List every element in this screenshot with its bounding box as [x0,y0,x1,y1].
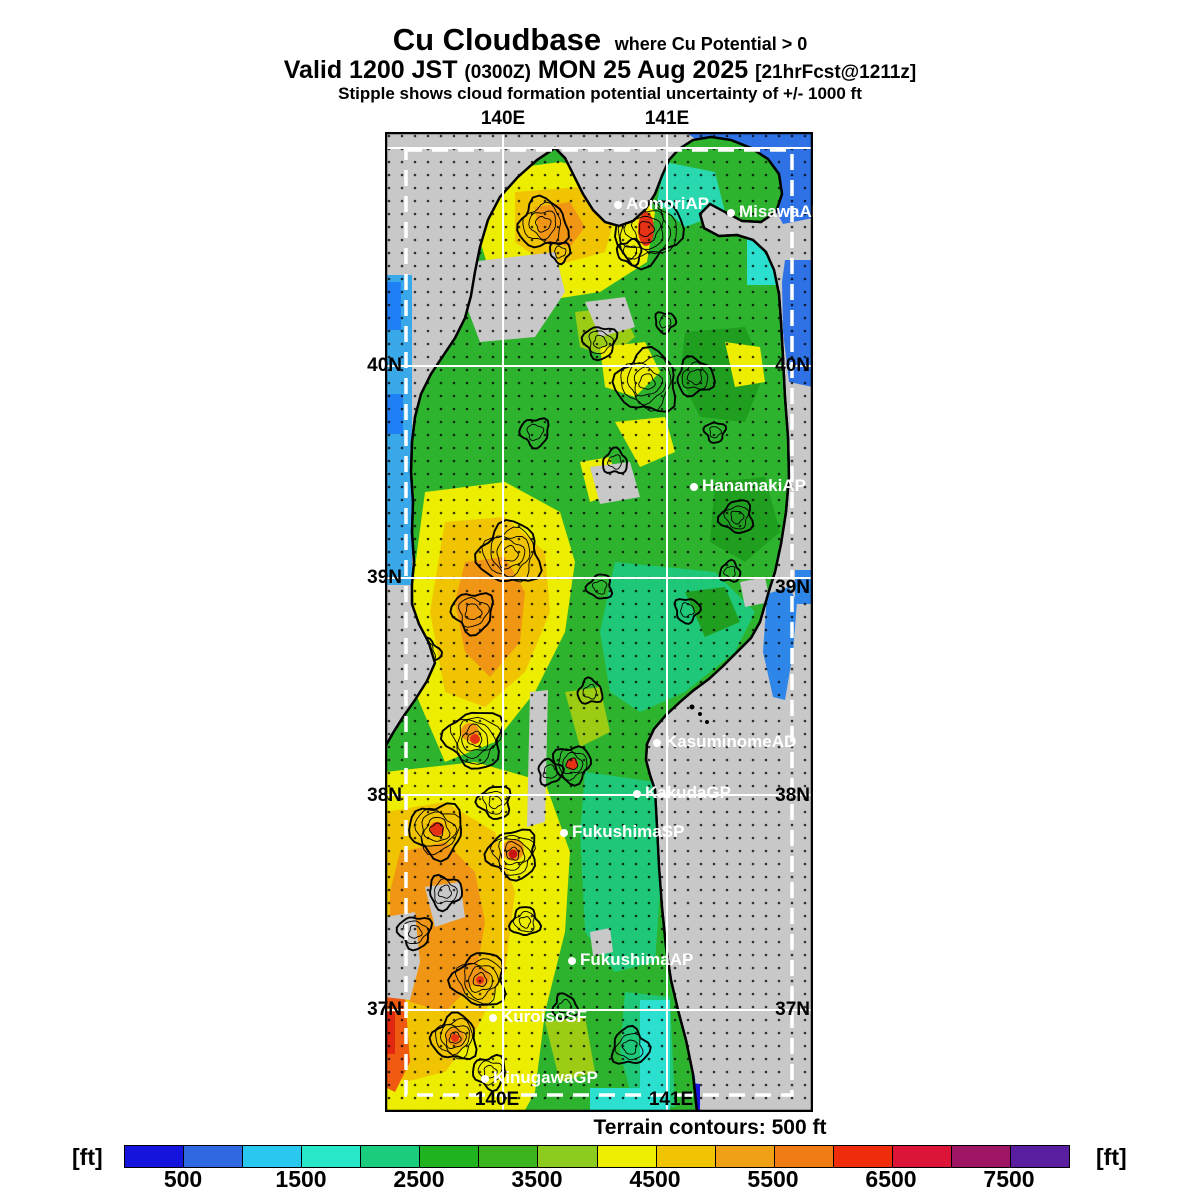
lon-label-top-140E: 140E [480,108,526,129]
lat-label-left-38N: 38N [367,785,402,806]
colorbar-tick-2500: 2500 [393,1166,445,1192]
valid-prefix: Valid 1200 JST [283,56,458,84]
colorbar-segment-4000ft [537,1146,597,1167]
colorbar-segment-6000ft [773,1146,833,1167]
colorbar-segment-8000ft [1009,1146,1069,1167]
station-label: AomoriAP [626,194,710,213]
lat-label-left-39N: 39N [367,567,402,588]
station-dot [727,209,735,217]
station-label: MisawaAD [739,202,813,221]
colorbar-unit-left: [ft] [72,1144,103,1170]
lat-label-right-40N: 40N [775,355,810,376]
colorbar-segment-7000ft [891,1146,951,1167]
colorbar-tick-5500: 5500 [747,1166,799,1192]
station-label: FukushimaSP [572,822,685,841]
colorbar-segment-500ft [125,1146,184,1167]
station-label: KuroisoSF [501,1007,587,1026]
map-canvas [385,132,813,1112]
stipple-note: Stipple shows cloud formation potential … [338,84,862,103]
map-frame [385,132,813,1112]
model-domain-boundary [404,148,794,1097]
station-dot [560,829,568,837]
colorbar-tick-500: 500 [163,1166,203,1192]
colorbar-segment-1000ft [183,1146,243,1167]
station-dot [633,790,641,798]
lat-label-left-40N: 40N [367,355,402,376]
station-dot [481,1075,489,1083]
colorbar-tick-4500: 4500 [629,1166,681,1192]
colorbar-segment-7500ft [950,1146,1010,1167]
colorbar-tick-6500: 6500 [865,1166,917,1192]
forecast-map: AomoriAP MisawaAD HanamakiAP KasuminomeAD Ka… [385,132,813,1112]
station-dot [614,201,622,209]
lon-label-top-141E: 141E [644,108,690,129]
title-main: Cu Cloudbase [392,22,602,57]
lat-label-right-37N: 37N [775,999,810,1020]
lat-label-left-37N: 37N [367,999,402,1020]
colorbar-segment-1500ft [242,1146,302,1167]
colorbar-segment-2000ft [301,1146,361,1167]
station-dot [489,1014,497,1022]
station-label: HanamakiAP [702,476,806,495]
colorbar-segment-3000ft [419,1146,479,1167]
forecast-ref: [21hrFcst@1211z] [755,62,917,83]
colorbar-segment-2500ft [360,1146,420,1167]
colorbar-tick-7500: 7500 [983,1166,1035,1192]
colorbar-tick-labels: 500 1500 2500 3500 4500 5500 6500 7500 [124,1166,1068,1194]
stipple-overlay [385,132,813,1112]
lon-label-bottom-140E: 140E [474,1089,520,1110]
station-label: KasuminomeAD [665,732,797,751]
station-dot [568,957,576,965]
valid-time-line: Valid 1200 JST (0300Z) MON 25 Aug 2025 [… [0,56,1200,85]
colorbar-segment-3500ft [478,1146,538,1167]
station-dot [690,483,698,491]
colorbar-unit-right: [ft] [1096,1144,1127,1170]
colorbar-segment-5000ft [655,1146,715,1167]
station-label: KakudaGP [645,783,731,802]
colorbar-tick-3500: 3500 [511,1166,563,1192]
cloudbase-colorbar [124,1145,1070,1168]
lat-label-right-38N: 38N [775,785,810,806]
colorbar-segment-5500ft [714,1146,774,1167]
valid-date: MON 25 Aug 2025 [537,56,749,84]
terrain-contour-note: Terrain contours: 500 ft [593,1116,827,1139]
station-label: KinugawaGP [493,1068,598,1087]
station-dot [653,739,661,747]
valid-zulu: (0300Z) [464,62,531,83]
station-label: FukushimaAP [580,950,694,969]
lon-label-bottom-141E: 141E [648,1089,694,1110]
colorbar-segment-4500ft [596,1146,656,1167]
colorbar-segment-6500ft [832,1146,892,1167]
title-qualifier: where Cu Potential > 0 [614,34,808,54]
colorbar-tick-1500: 1500 [275,1166,327,1192]
latlon-grid-lines [385,132,813,1112]
page-title: Cu Cloudbase where Cu Potential > 0 [0,22,1200,58]
lat-label-right-39N: 39N [775,577,810,598]
